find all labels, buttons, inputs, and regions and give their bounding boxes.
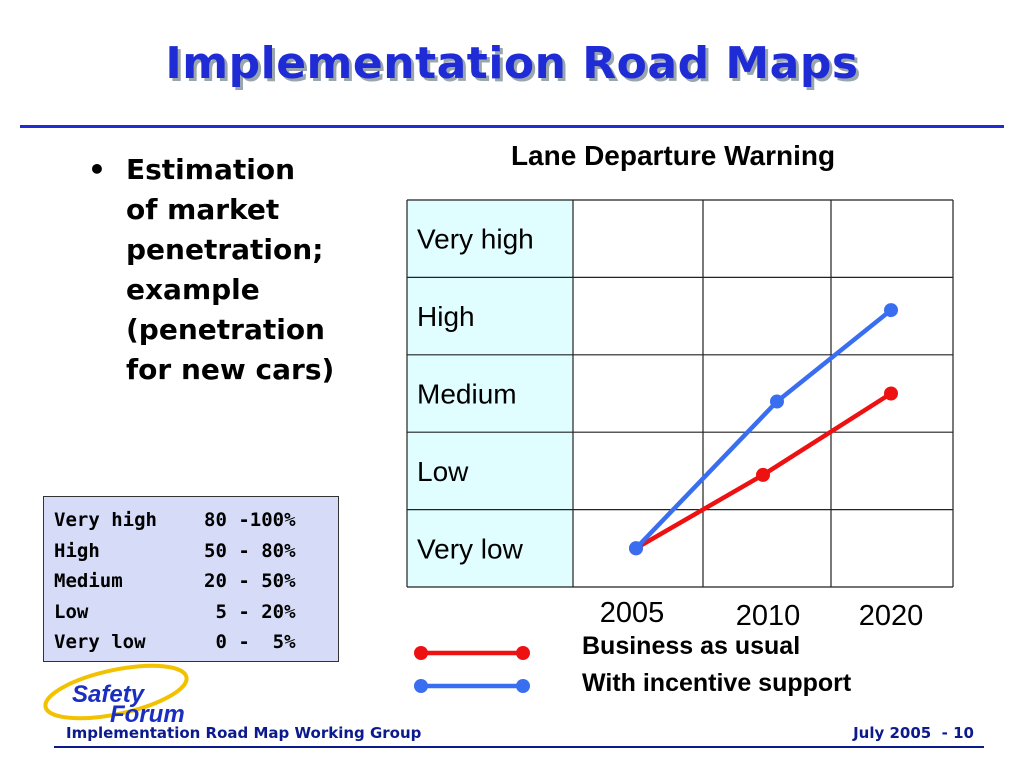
- slide-title: Implementation Road Maps: [165, 38, 859, 89]
- legend-row: Low 5 - 20%: [54, 597, 338, 628]
- title-divider: [20, 125, 1004, 128]
- y-category-label: Medium: [417, 379, 517, 410]
- y-category-label: Very low: [417, 533, 524, 564]
- data-point: [756, 467, 770, 482]
- legend-range: 80 -100%: [204, 509, 296, 531]
- legend-level: Medium: [54, 570, 123, 592]
- x-tick-label: 2020: [859, 600, 924, 632]
- footer-working-group: Implementation Road Map Working Group: [66, 724, 422, 742]
- legend-range: 0 - 5%: [204, 631, 296, 653]
- bullet-dot: •: [88, 153, 106, 186]
- legend-range: 5 - 20%: [204, 600, 296, 623]
- bullet-text: Estimation of market penetration; exampl…: [126, 150, 416, 390]
- x-tick-label: 2010: [736, 600, 801, 632]
- bullet-line: Estimation: [126, 153, 295, 186]
- legend-range: 20 - 50%: [204, 570, 296, 592]
- series-legend-label-bau: Business as usual: [582, 632, 801, 660]
- legend-row: Very low 0 - 5%: [54, 627, 338, 658]
- legend-swatch-point: [516, 646, 530, 660]
- bullet-line: example: [126, 273, 260, 306]
- legend-level: Very low: [54, 631, 146, 653]
- legend-level: Very high: [54, 509, 157, 531]
- safety-forum-logo: Safety Forum: [43, 663, 189, 726]
- y-category-label: Low: [417, 456, 469, 487]
- legend-row: Medium 20 - 50%: [54, 566, 338, 597]
- legend-row: Very high 80 -100%: [54, 505, 338, 536]
- y-category-label: Very high: [417, 224, 534, 255]
- data-point: [884, 303, 898, 318]
- legend-swatch-point: [414, 646, 428, 660]
- legend-swatch-point: [414, 679, 428, 693]
- bullet-line: for new cars): [126, 353, 335, 386]
- legend-level: Low: [54, 600, 89, 623]
- legend-range: 50 - 80%: [204, 539, 296, 562]
- series-line: [634, 308, 893, 550]
- x-tick-label: 2005: [600, 597, 665, 629]
- chart-title: Lane Departure Warning: [510, 140, 836, 171]
- label-column-background: [407, 200, 573, 587]
- penetration-legend-box: Very high 80 -100% High 50 - 80% Medium 20 …: [43, 496, 339, 662]
- footer-date-page: July 2005 - 10: [853, 724, 974, 742]
- series-legend-label-incentive: With incentive support: [582, 669, 852, 697]
- bullet-line: penetration;: [126, 233, 324, 266]
- bullet-line: (penetration: [126, 313, 325, 346]
- logo-text-forum: Forum: [110, 701, 185, 726]
- bullet-line: of market: [126, 193, 280, 226]
- footer-divider: [54, 746, 984, 748]
- legend-row: High 50 - 80%: [54, 536, 338, 567]
- legend-swatch-point: [516, 679, 530, 693]
- data-point: [884, 386, 898, 401]
- data-point: [629, 541, 643, 556]
- logo-text-safety: Safety: [72, 681, 146, 708]
- y-category-label: High: [417, 301, 475, 332]
- data-point: [770, 394, 784, 409]
- legend-level: High: [54, 539, 100, 562]
